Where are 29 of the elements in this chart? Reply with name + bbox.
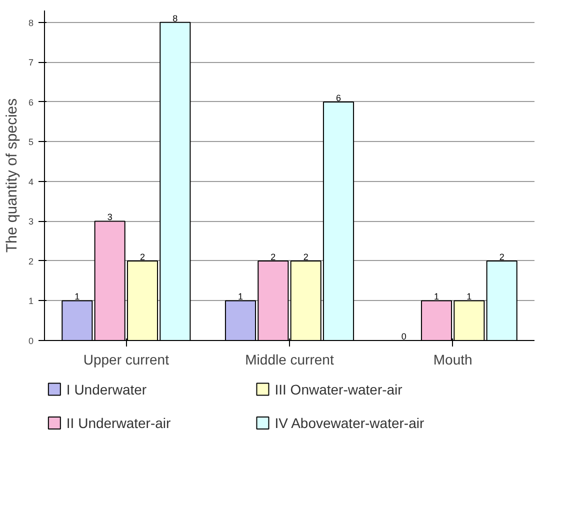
data-label: 3 [107, 212, 112, 222]
data-label: 1 [74, 292, 80, 302]
data-label: 2 [499, 252, 504, 262]
data-label: 8 [172, 13, 178, 24]
data-label: 0 [401, 332, 406, 342]
data-label: 2 [140, 252, 146, 262]
data-label: 1 [238, 292, 244, 302]
data-label: 2 [270, 252, 276, 262]
y-tick-label: 8 [28, 18, 34, 28]
legend-label: IV Abovewater-water-air [274, 415, 424, 431]
y-tick-label: 6 [28, 97, 34, 108]
y-tick-label: 1 [28, 296, 34, 306]
data-label: 2 [303, 252, 308, 262]
y-tick-label: 5 [28, 137, 34, 148]
legend-label: I Underwater [66, 381, 147, 398]
y-tick-label: 0 [28, 336, 34, 346]
y-tick-label: 2 [28, 256, 34, 266]
x-tick-label: Upper current [83, 352, 170, 368]
data-label: 1 [434, 292, 440, 302]
x-tick-label: Middle current [245, 352, 334, 368]
x-tick-label: Mouth [433, 352, 472, 368]
y-tick-label: 3 [28, 216, 34, 227]
y-axis-title: The quantity of species [3, 98, 20, 253]
y-tick-label: 4 [28, 176, 34, 187]
y-tick-label: 7 [28, 58, 34, 68]
data-label: 1 [466, 292, 472, 302]
data-label: 6 [336, 92, 342, 103]
legend-label: III Onwater-water-air [274, 381, 403, 398]
legend-label: II Underwater-air [66, 415, 172, 431]
